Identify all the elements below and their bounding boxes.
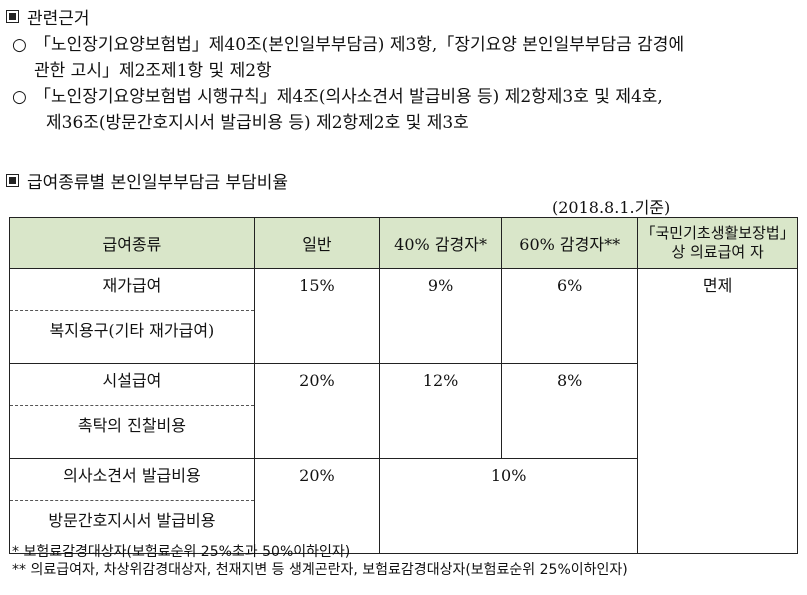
footnote: ** 의료급여자, 차상위감경대상자, 천재지변 등 생계곤란자, 보험료감경대… xyxy=(12,562,628,578)
circle-bullet-icon: ○ xyxy=(12,87,27,107)
ratio-table: 급여종류 일반 40% 감경자* 60% 감경자** 「국민기초생활보장법」 상… xyxy=(9,217,798,554)
basis-item: ○ 「노인장기요양보험법」제40조(본인일부부담금) 제3항,「장기요양 본인일… xyxy=(12,32,684,58)
basis-line-cont: 관한 고시」제2조제1항 및 제2항 xyxy=(12,58,684,84)
square-bullet-icon xyxy=(6,10,19,23)
category-cell: 재가급여 복지용구(기타 재가급여) xyxy=(9,268,255,364)
general-rate: 20% xyxy=(253,363,381,459)
header-category: 급여종류 xyxy=(9,217,255,269)
category-item: 재가급여 xyxy=(10,269,254,311)
reduced40-rate: 9% xyxy=(378,268,503,364)
table-row: 재가급여 복지용구(기타 재가급여) 15% 9% 6% 면제 xyxy=(9,268,798,554)
basis-line-cont: 제36조(방문간호지시서 발급비용 등) 제2항제2호 및 제3호 xyxy=(12,110,684,136)
basis-line: 「노인장기요양보험법 시행규칙」제4조(의사소견서 발급비용 등) 제2항제3호… xyxy=(34,87,663,107)
basis-item: ○ 「노인장기요양보험법 시행규칙」제4조(의사소견서 발급비용 등) 제2항제… xyxy=(12,84,684,110)
category-item: 시설급여 xyxy=(10,364,254,406)
category-cell: 시설급여 촉탁의 진찰비용 xyxy=(9,363,255,459)
category-item: 복지용구(기타 재가급여) xyxy=(49,321,215,340)
footnote: * 보험료감경대상자(보험료순위 25%초과 50%이하인자) xyxy=(12,544,351,560)
reduced-merged-rate: 10% xyxy=(378,458,639,554)
circle-bullet-icon: ○ xyxy=(12,35,27,55)
header-reduced60: 60% 감경자** xyxy=(501,217,639,269)
category-item: 의사소견서 발급비용 xyxy=(10,459,254,501)
header-medical-aid: 「국민기초생활보장법」 상 의료급여 자 xyxy=(637,217,798,269)
section-title-basis: 관련근거 xyxy=(6,4,90,29)
header-medical-aid-line1: 「국민기초생활보장법」 xyxy=(640,224,795,242)
reduced40-rate: 12% xyxy=(378,363,503,459)
section-title-text: 급여종류별 본인일부부담금 부담비율 xyxy=(27,173,289,193)
header-general: 일반 xyxy=(253,217,381,269)
header-medical-aid-line2: 상 의료급여 자 xyxy=(671,243,764,261)
general-rate: 15% xyxy=(253,268,381,364)
table-header-row: 급여종류 일반 40% 감경자* 60% 감경자** 「국민기초생활보장법」 상… xyxy=(9,217,798,269)
basis-list: ○ 「노인장기요양보험법」제40조(본인일부부담금) 제3항,「장기요양 본인일… xyxy=(12,32,684,136)
medical-aid-rate: 면제 xyxy=(637,268,798,554)
category-item: 촉탁의 진찰비용 xyxy=(77,416,186,435)
general-rate: 20% xyxy=(253,458,381,554)
category-cell: 의사소견서 발급비용 방문간호지시서 발급비용 xyxy=(9,458,255,554)
basis-line: 제36조(방문간호지시서 발급비용 등) 제2항제2호 및 제3호 xyxy=(46,113,469,133)
reduced60-rate: 6% xyxy=(501,268,639,364)
section-title-text: 관련근거 xyxy=(27,9,90,29)
category-item: 방문간호지시서 발급비용 xyxy=(48,511,216,530)
basis-line: 관한 고시」제2조제1항 및 제2항 xyxy=(34,61,272,81)
basis-line: 「노인장기요양보험법」제40조(본인일부부담금) 제3항,「장기요양 본인일부부… xyxy=(34,35,685,55)
header-reduced40: 40% 감경자* xyxy=(378,217,503,269)
table-row: 시설급여 촉탁의 진찰비용 20% 12% 8% xyxy=(9,363,798,459)
date-note: (2018.8.1.기준) xyxy=(552,198,671,217)
section-title-ratio: 급여종류별 본인일부부담금 부담비율 xyxy=(6,168,288,193)
table-row: 의사소견서 발급비용 방문간호지시서 발급비용 20% 10% xyxy=(9,458,798,554)
reduced60-rate: 8% xyxy=(501,363,639,459)
square-bullet-icon xyxy=(6,174,19,187)
footnotes: * 보험료감경대상자(보험료순위 25%초과 50%이하인자) ** 의료급여자… xyxy=(12,541,628,581)
